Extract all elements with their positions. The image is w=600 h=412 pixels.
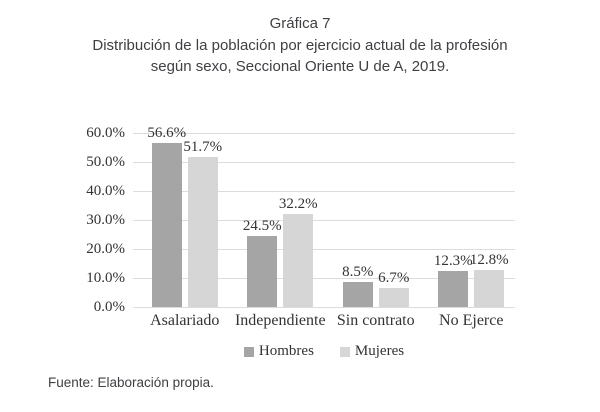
legend-label: Hombres bbox=[258, 343, 314, 359]
y-tick-label: 50.0% bbox=[86, 154, 125, 170]
gridline bbox=[133, 249, 515, 251]
chart-title-line3: según sexo, Seccional Oriente U de A, 20… bbox=[150, 58, 450, 75]
plot-area: 56.6% 51.7% 24.5% 32.2% 8.5% 6.7% 12.3% 12.8% bbox=[133, 125, 515, 308]
legend: Hombres Mujeres bbox=[133, 343, 515, 360]
bar-mujeres-independiente: 32.2% bbox=[279, 196, 318, 307]
gridline bbox=[133, 162, 515, 163]
y-tick-label: 0.0% bbox=[93, 299, 125, 315]
bar-hombres-independiente: 24.5% bbox=[243, 218, 282, 307]
gridline bbox=[133, 278, 515, 280]
chart-title-line1: Gráfica 7 bbox=[269, 15, 331, 32]
bar-group-sin-contrato: 8.5% 6.7% bbox=[342, 133, 409, 307]
bar-mujeres-sin-contrato: 6.7% bbox=[378, 270, 409, 307]
legend-entry-mujeres: Mujeres bbox=[339, 343, 405, 360]
x-axis-labels: Asalariado Independiente Sin contrato No Ej… bbox=[137, 312, 519, 330]
bar-hombres-asalariado: 56.6% bbox=[147, 125, 186, 307]
legend-swatch-icon bbox=[339, 346, 350, 357]
bar-hombres-no-ejerce: 12.3% bbox=[434, 253, 473, 307]
y-tick-label: 10.0% bbox=[86, 270, 125, 287]
y-tick-label: 20.0% bbox=[86, 241, 125, 258]
x-category-label-no-ejerce: No Ejerce bbox=[439, 312, 504, 329]
legend-label: Mujeres bbox=[354, 343, 405, 359]
bar-mujeres-no-ejerce: 12.8% bbox=[470, 252, 509, 307]
y-axis-ticks: 60.0% 50.0% 40.0% 30.0% 20.0% 10.0% 0.0% bbox=[55, 125, 125, 315]
bar-value-label: 56.6% bbox=[147, 124, 187, 141]
bar-value-label: 51.7% bbox=[183, 139, 223, 156]
gridline bbox=[133, 133, 515, 134]
bar-value-label: 12.8% bbox=[469, 251, 509, 268]
chart-title-line2: Distribución de la población por ejercic… bbox=[92, 36, 508, 54]
bar-group-independiente: 24.5% 32.2% bbox=[243, 133, 318, 307]
bar-value-label: 6.7% bbox=[378, 269, 410, 286]
gridline bbox=[133, 307, 515, 308]
chart-title: Gráfica 7 Distribución de la población p… bbox=[0, 13, 600, 78]
bar-group-no-ejerce: 12.3% 12.8% bbox=[434, 133, 509, 307]
bar-hombres-sin-contrato: 8.5% bbox=[342, 264, 373, 307]
y-tick-label: 30.0% bbox=[86, 212, 125, 228]
bar-group-asalariado: 56.6% 51.7% bbox=[147, 125, 222, 307]
x-category-label-sin-contrato: Sin contrato bbox=[336, 312, 415, 329]
gridline bbox=[133, 220, 515, 221]
gridline bbox=[133, 191, 515, 193]
x-category-label-asalariado: Asalariado bbox=[150, 312, 220, 329]
bar-value-label: 24.5% bbox=[242, 217, 282, 234]
y-tick-label: 40.0% bbox=[86, 183, 125, 200]
bar-mujeres-asalariado: 51.7% bbox=[183, 139, 222, 307]
source-note: Fuente: Elaboración propia. bbox=[48, 375, 214, 390]
y-tick-label: 60.0% bbox=[86, 125, 125, 141]
bar-value-label: 8.5% bbox=[342, 264, 374, 281]
x-category-label-independiente: Independiente bbox=[234, 312, 326, 329]
legend-entry-hombres: Hombres bbox=[243, 343, 314, 360]
legend-swatch-icon bbox=[243, 346, 254, 357]
bar-value-label: 12.3% bbox=[433, 253, 473, 270]
bar-value-label: 32.2% bbox=[278, 195, 318, 212]
